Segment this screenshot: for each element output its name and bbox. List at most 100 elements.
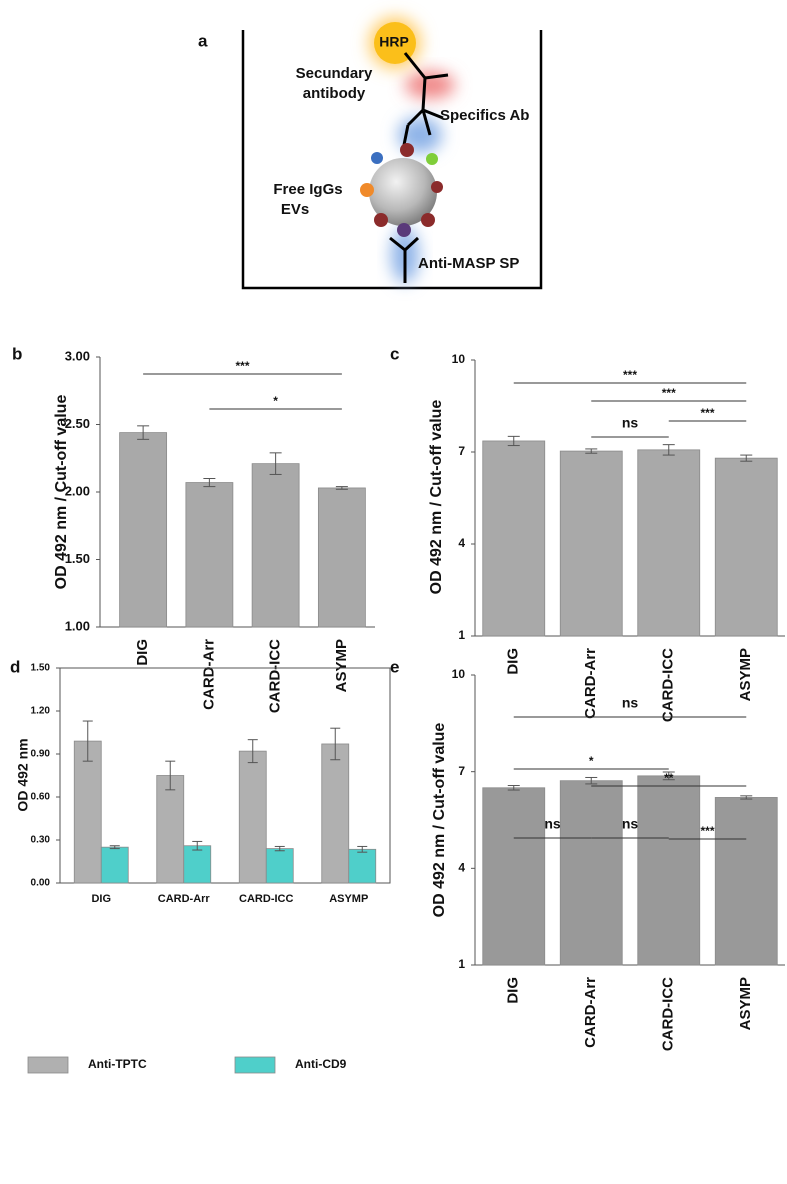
bar [238, 750, 267, 884]
x-tick-label: ASYMP [737, 977, 754, 1030]
significance-label: *** [662, 386, 676, 400]
x-tick-label: CARD-ICC [267, 639, 284, 713]
bar [637, 449, 701, 637]
y-axis-title: OD 492 nm / Cut-off value [53, 395, 70, 590]
y-tick-label: 3.00 [65, 348, 90, 363]
y-tick-label: 7 [458, 444, 465, 458]
dot [421, 213, 435, 227]
legend-swatch [234, 1056, 276, 1074]
diagram-label: Specifics Ab [440, 107, 529, 124]
x-tick-label: DIG [91, 893, 111, 905]
glow [405, 71, 455, 99]
panel-label: e [390, 657, 399, 676]
dot [371, 152, 383, 164]
bar [321, 743, 350, 884]
bar [559, 450, 623, 637]
y-tick-label: 1.50 [31, 663, 51, 674]
x-tick-label: DIG [505, 977, 522, 1004]
bar [183, 845, 212, 884]
diagram-label: Free IgGs [273, 181, 342, 198]
ev [369, 158, 437, 226]
x-tick-label: CARD-Arr [582, 648, 599, 719]
x-tick-label: CARD-Arr [158, 893, 211, 905]
legend-label: Anti-TPTC [88, 1057, 147, 1071]
significance-label: ** [664, 771, 674, 785]
x-tick-label: ASYMP [333, 639, 350, 692]
x-tick-label: CARD-ICC [660, 648, 677, 722]
y-tick-label: 1 [458, 957, 465, 971]
significance-label: *** [235, 359, 249, 373]
well [241, 30, 543, 290]
significance-label: ns [622, 816, 639, 832]
y-tick-label: 2.00 [65, 483, 90, 498]
significance-label: *** [700, 824, 714, 838]
x-tick-label: CARD-ICC [660, 977, 677, 1051]
y-tick-label: 1.20 [31, 706, 51, 717]
bar [714, 797, 778, 966]
y-tick-label: 4 [458, 861, 465, 875]
dot [431, 181, 443, 193]
x-tick-label: CARD-ICC [239, 893, 293, 905]
bar [637, 775, 701, 966]
y-tick-label: 7 [458, 764, 465, 778]
significance-label: ns [544, 816, 561, 832]
x-tick-label: ASYMP [737, 648, 754, 701]
bar [265, 848, 294, 884]
bar [559, 780, 623, 966]
y-tick-label: 1 [458, 628, 465, 642]
diagram: a HRP Secundary antibody Specifics Ab Fr… [198, 17, 543, 290]
y-tick-label: 10 [452, 667, 466, 681]
dot [397, 223, 411, 237]
dot [400, 143, 414, 157]
diagram-label: EVs [281, 201, 309, 218]
bar [482, 440, 546, 637]
bar [714, 457, 778, 637]
panel-label: a [198, 31, 208, 50]
x-tick-label: CARD-Arr [582, 977, 599, 1048]
x-tick-label: CARD-Arr [200, 639, 217, 710]
bar [482, 787, 546, 966]
bar [251, 463, 300, 628]
bar [156, 775, 185, 884]
significance-label: *** [700, 406, 714, 420]
antibodies [389, 52, 449, 283]
legend-swatch [27, 1056, 69, 1074]
y-tick-label: 0.60 [31, 792, 51, 803]
panel-label: d [10, 657, 20, 676]
y-axis-title: OD 492 nm / Cut-off value [431, 723, 448, 918]
y-tick-label: 0.30 [31, 835, 51, 846]
dot [374, 213, 388, 227]
panel-label: b [12, 344, 22, 363]
y-axis-title: OD 492 nm / Cut-off value [428, 400, 445, 595]
y-tick-label: 0.90 [31, 749, 51, 760]
panel-label: c [390, 344, 399, 363]
significance-label: ns [622, 695, 639, 711]
diagram-label: antibody [303, 85, 366, 102]
x-tick-label: ASYMP [329, 893, 368, 905]
significance-label: * [273, 394, 278, 408]
y-tick-label: 10 [452, 352, 466, 366]
y-axis-title: OD 492 nm [15, 738, 31, 811]
y-tick-label: 0.00 [31, 878, 51, 889]
y-tick-label: 1.00 [65, 618, 90, 633]
y-tick-label: 2.50 [65, 416, 90, 431]
diagram-label: Anti-MASP SP [418, 255, 519, 272]
y-tick-label: 4 [458, 536, 465, 550]
bar [185, 482, 234, 628]
plot-frame [59, 667, 391, 884]
x-tick-label: DIG [134, 639, 151, 666]
x-tick-label: DIG [505, 648, 522, 675]
diagram-label: Secundary [296, 65, 373, 82]
significance-label: ns [622, 415, 639, 431]
significance-label: * [589, 754, 594, 768]
significance-label: *** [623, 368, 637, 382]
y-tick-label: 1.50 [65, 551, 90, 566]
bar [73, 740, 102, 884]
legend-label: Anti-CD9 [295, 1057, 347, 1071]
dot [360, 183, 374, 197]
bar [119, 432, 168, 628]
bar [100, 846, 129, 884]
hrp-label: HRP [379, 34, 409, 50]
bar [317, 487, 366, 628]
